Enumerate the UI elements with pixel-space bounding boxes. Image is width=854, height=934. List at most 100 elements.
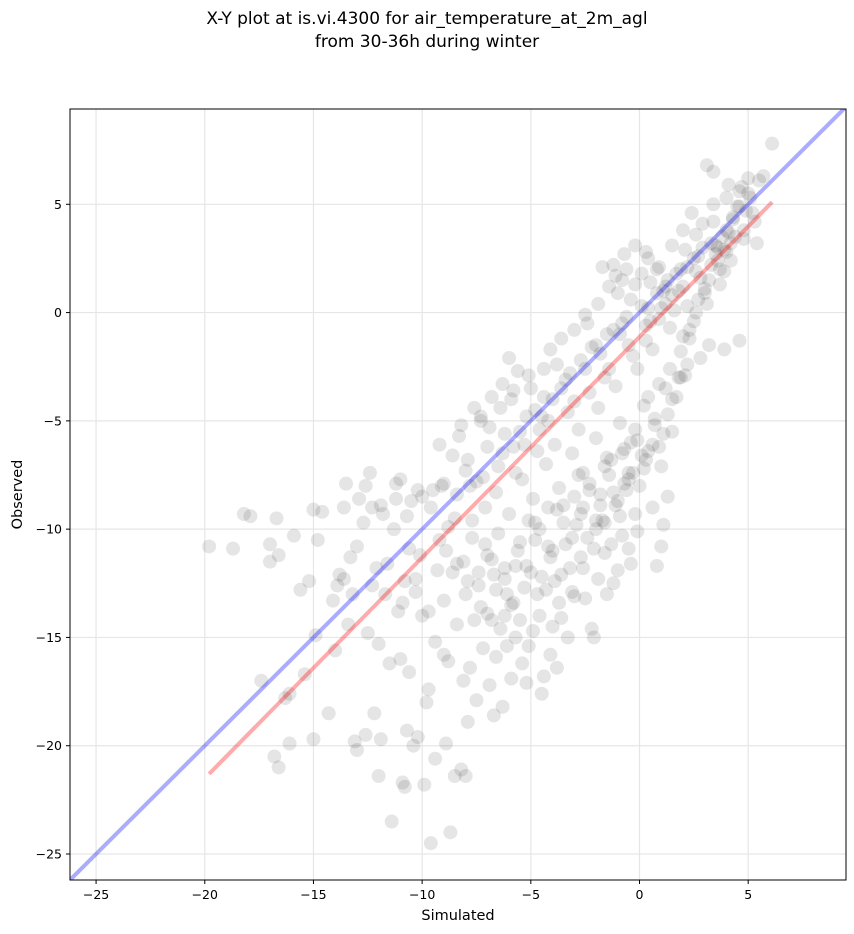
scatter-point bbox=[367, 706, 382, 721]
scatter-point bbox=[497, 571, 512, 586]
scatter-point bbox=[515, 656, 530, 671]
scatter-point bbox=[534, 686, 549, 701]
scatter-point bbox=[652, 260, 667, 275]
scatter-point bbox=[515, 472, 530, 487]
scatter-point bbox=[456, 673, 471, 688]
scatter-point bbox=[662, 320, 677, 335]
scatter-point bbox=[684, 205, 699, 220]
scatter-point bbox=[597, 545, 612, 560]
scatter-point bbox=[736, 231, 751, 246]
scatter-point bbox=[521, 513, 536, 528]
scatter-point bbox=[443, 825, 458, 840]
scatter-point bbox=[497, 426, 512, 441]
scatter-point bbox=[382, 656, 397, 671]
scatter-point bbox=[423, 500, 438, 515]
scatter-point bbox=[675, 329, 690, 344]
scatter-point bbox=[458, 769, 473, 784]
scatter-point bbox=[430, 563, 445, 578]
scatter-point bbox=[552, 595, 567, 610]
scatter-point bbox=[562, 561, 577, 576]
scatter-point bbox=[397, 779, 412, 794]
scatter-point bbox=[480, 439, 495, 454]
scatter-point bbox=[619, 309, 634, 324]
scatter-point bbox=[534, 409, 549, 424]
scatter-point bbox=[532, 422, 547, 437]
scatter-point bbox=[293, 582, 308, 597]
scatter-point bbox=[495, 446, 510, 461]
scatter-point bbox=[606, 576, 621, 591]
scatter-point bbox=[326, 593, 341, 608]
scatter-point bbox=[682, 322, 697, 337]
scatter-point bbox=[630, 361, 645, 376]
scatter-point bbox=[591, 400, 606, 415]
scatter-point bbox=[673, 370, 688, 385]
scatter-point bbox=[339, 476, 354, 491]
scatter-point bbox=[460, 452, 475, 467]
scatter-point bbox=[584, 340, 599, 355]
scatter-point bbox=[415, 489, 430, 504]
scatter-point bbox=[510, 543, 525, 558]
scatter-point bbox=[493, 400, 508, 415]
scatter-point bbox=[332, 567, 347, 582]
scatter-point bbox=[641, 444, 656, 459]
scatter-point bbox=[665, 424, 680, 439]
scatter-point bbox=[510, 364, 525, 379]
scatter-point bbox=[599, 450, 614, 465]
scatter-point bbox=[699, 158, 714, 173]
scatter-point bbox=[386, 522, 401, 537]
scatter-point bbox=[267, 749, 282, 764]
scatter-point bbox=[562, 366, 577, 381]
scatter-point bbox=[415, 608, 430, 623]
points-layer bbox=[202, 136, 780, 851]
scatter-point bbox=[612, 509, 627, 524]
scatter-point bbox=[608, 379, 623, 394]
scatter-point bbox=[573, 506, 588, 521]
scatter-point bbox=[484, 552, 499, 567]
scatter-point bbox=[436, 476, 451, 491]
scatter-point bbox=[578, 307, 593, 322]
scatter-point bbox=[554, 567, 569, 582]
scatter-point bbox=[362, 465, 377, 480]
scatter-point bbox=[606, 322, 621, 337]
scatter-point bbox=[504, 392, 519, 407]
scatter-point bbox=[706, 164, 721, 179]
scatter-point bbox=[586, 541, 601, 556]
scatter-point bbox=[734, 179, 749, 194]
scatter-point bbox=[584, 621, 599, 636]
scatter-point bbox=[397, 574, 412, 589]
scatter-point bbox=[243, 509, 258, 524]
scatter-point bbox=[391, 604, 406, 619]
scatter-point bbox=[604, 537, 619, 552]
scatter-point bbox=[669, 390, 684, 405]
scatter-point bbox=[765, 136, 780, 151]
scatter-point bbox=[610, 493, 625, 508]
scatter-point bbox=[565, 530, 580, 545]
scatter-point bbox=[462, 478, 477, 493]
scatter-point bbox=[656, 517, 671, 532]
scatter-point bbox=[567, 394, 582, 409]
x-tick-label: −25 bbox=[83, 887, 109, 902]
scatter-point bbox=[619, 262, 634, 277]
scatter-point bbox=[473, 413, 488, 428]
scatter-point bbox=[454, 762, 469, 777]
scatter-point bbox=[484, 613, 499, 628]
scatter-point bbox=[591, 571, 606, 586]
scatter-point bbox=[356, 515, 371, 530]
scatter-point bbox=[352, 491, 367, 506]
x-tick-label: 0 bbox=[636, 887, 644, 902]
scatter-point bbox=[591, 296, 606, 311]
scatter-point bbox=[571, 422, 586, 437]
scatter-point bbox=[269, 511, 284, 526]
scatter-point bbox=[528, 515, 543, 530]
scatter-point bbox=[336, 500, 351, 515]
scatter-point bbox=[519, 558, 534, 573]
scatter-point bbox=[656, 426, 671, 441]
scatter-point bbox=[315, 504, 330, 519]
scatter-point bbox=[473, 409, 488, 424]
scatter-point bbox=[721, 225, 736, 240]
scatter-point bbox=[732, 333, 747, 348]
chart-title-line-2: from 30-36h during winter bbox=[314, 32, 540, 52]
scatter-point bbox=[302, 574, 317, 589]
scatter-point bbox=[282, 736, 297, 751]
scatter-point bbox=[282, 686, 297, 701]
